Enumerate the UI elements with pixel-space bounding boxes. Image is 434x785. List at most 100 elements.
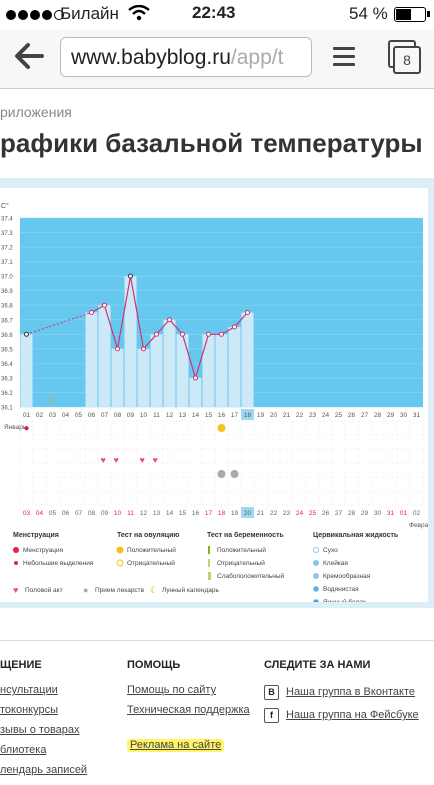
x-tick-label: 16 bbox=[218, 412, 226, 419]
x-tick-label: 20 bbox=[270, 412, 278, 419]
footer-link[interactable]: блиотека bbox=[0, 744, 47, 756]
x-tick-label: 24 bbox=[322, 412, 330, 419]
y-tick-label: 36.2 bbox=[1, 391, 13, 397]
legend-item-label: Кремообразная bbox=[323, 572, 371, 580]
vk-group-link[interactable]: B Наша группа в Вконтакте bbox=[264, 685, 419, 700]
legend-title: Цервикальная жидкость bbox=[313, 532, 399, 539]
y-tick-label: 36.8 bbox=[1, 304, 13, 310]
temperature-bar bbox=[137, 348, 150, 407]
x-tick-label: 28 bbox=[374, 412, 382, 419]
vk-icon: B bbox=[264, 685, 279, 700]
help-link[interactable]: Помощь по сайту bbox=[127, 684, 217, 696]
footer-link[interactable]: лендарь записей bbox=[0, 764, 88, 776]
legend-bottom-icon: ● bbox=[83, 585, 88, 595]
x-tick-label: 09 bbox=[127, 412, 135, 419]
date-label: 02 bbox=[413, 510, 421, 517]
carrier-name: Билайн bbox=[60, 4, 119, 23]
wifi-icon bbox=[128, 4, 150, 26]
legend-pregnancy-icon bbox=[208, 559, 210, 567]
legend-item-label: Менструация bbox=[23, 547, 64, 554]
temperature-line-gap bbox=[26, 312, 92, 335]
x-tick-label: 10 bbox=[140, 412, 148, 419]
temperature-bar bbox=[189, 377, 202, 407]
menu-icon[interactable] bbox=[333, 47, 355, 71]
x-tick-label: 25 bbox=[335, 412, 343, 419]
temperature-point bbox=[154, 331, 159, 337]
date-label: 19 bbox=[231, 510, 239, 517]
medication-icon bbox=[230, 470, 239, 478]
breadcrumb[interactable]: риложения bbox=[0, 104, 72, 120]
date-label: 10 bbox=[114, 510, 122, 517]
facebook-icon: f bbox=[264, 708, 279, 723]
temperature-bar bbox=[124, 276, 137, 407]
legend-item-label: Отрицательный bbox=[217, 559, 265, 567]
legend-cervical-icon bbox=[313, 573, 319, 579]
date-highlight-cell bbox=[241, 507, 254, 518]
legend-pregnancy-icon bbox=[208, 546, 210, 554]
legend-bottom-label: Половой акт bbox=[25, 586, 63, 594]
date-label: 16 bbox=[192, 510, 200, 517]
temperature-point bbox=[167, 317, 172, 323]
x-tick-label: 18 bbox=[244, 412, 252, 419]
legend-bottom-label: Прием лекарств bbox=[95, 587, 145, 594]
footer-link[interactable]: зывы о товарах bbox=[0, 724, 80, 736]
temperature-bar bbox=[202, 334, 215, 407]
y-tick-label: 36.6 bbox=[1, 333, 13, 339]
date-label: 26 bbox=[322, 510, 330, 517]
support-link[interactable]: Техническая поддержка bbox=[127, 704, 250, 716]
x-tick-label: 04 bbox=[62, 412, 70, 419]
facebook-group-link[interactable]: f Наша группа на Фейсбуке bbox=[264, 708, 419, 723]
legend-item-label: Небольшие выделения bbox=[23, 559, 94, 567]
date-label: 15 bbox=[179, 510, 187, 517]
back-arrow-icon[interactable] bbox=[14, 42, 44, 75]
date-label: 24 bbox=[296, 510, 304, 517]
month-label-right: Февраль bbox=[409, 522, 428, 529]
y-tick-label: 37.4 bbox=[1, 217, 13, 223]
temperature-bar bbox=[98, 305, 111, 407]
date-label: 21 bbox=[257, 510, 265, 517]
legend-item-label: Клейкая bbox=[323, 559, 348, 567]
legend-item-label: Слабоположительный bbox=[217, 572, 285, 580]
x-tick-label: 29 bbox=[387, 412, 395, 419]
x-tick-label: 15 bbox=[205, 412, 213, 419]
legend-item-label: Положительный bbox=[217, 546, 266, 554]
x-tick-label: 27 bbox=[361, 412, 369, 419]
legend-bottom-icon: ☾ bbox=[150, 585, 158, 595]
temperature-bar bbox=[150, 334, 163, 407]
footer-link[interactable]: нсультации bbox=[0, 684, 58, 696]
temperature-point bbox=[180, 331, 185, 337]
ovulation-positive-icon bbox=[217, 424, 226, 432]
y-tick-label: 37.2 bbox=[1, 246, 13, 252]
footer-heading: ЩЕНИЕ bbox=[0, 659, 42, 671]
bbt-chart[interactable]: 37.4 37.3 37.2 37.1 37.0 36.9 36.8 36.7 36.6 36.5… bbox=[0, 188, 434, 606]
medication-icon bbox=[217, 470, 226, 478]
x-tick-label: 12 bbox=[166, 412, 174, 419]
date-label: 30 bbox=[374, 510, 382, 517]
legend-bottom-icon: ♥ bbox=[13, 585, 18, 595]
y-axis-label: С° bbox=[1, 202, 9, 210]
legend-cervical-icon bbox=[313, 547, 319, 553]
signal-strength-icon bbox=[6, 7, 66, 25]
legend-title: Тест на овуляцию bbox=[117, 532, 179, 539]
legend-ovulation-icon bbox=[116, 546, 124, 554]
address-bar[interactable]: www.babyblog.ru/app/t bbox=[60, 37, 312, 77]
footer-link[interactable]: токонкурсы bbox=[0, 704, 58, 716]
x-tick-label: 21 bbox=[283, 412, 291, 419]
x-tick-label: 31 bbox=[413, 412, 421, 419]
temperature-bar bbox=[228, 327, 241, 407]
tabs-button[interactable]: 8 bbox=[388, 40, 421, 74]
footer-col-social: СЛЕДИТЕ ЗА НАМИ B Наша группа в Вконтакте… bbox=[264, 659, 419, 731]
chart-panel: 37.4 37.3 37.2 37.1 37.0 36.9 36.8 36.7 36.6 36.5… bbox=[0, 178, 434, 608]
temperature-point bbox=[193, 375, 198, 381]
vk-link-label: Наша группа в Вконтакте bbox=[286, 686, 416, 698]
date-label: 09 bbox=[101, 510, 109, 517]
x-tick-label: 23 bbox=[309, 412, 317, 419]
x-tick-label: 13 bbox=[179, 412, 187, 419]
date-label: 04 bbox=[36, 510, 44, 517]
legend-drop-icon bbox=[13, 547, 19, 553]
menstruation-drop-icon: ● bbox=[24, 423, 30, 434]
ads-link[interactable]: Реклама на сайте bbox=[127, 739, 225, 752]
highlight-day-cell bbox=[241, 409, 254, 420]
legend-cervical-icon bbox=[313, 560, 319, 566]
intercourse-heart-icon: ♥ bbox=[114, 455, 119, 465]
